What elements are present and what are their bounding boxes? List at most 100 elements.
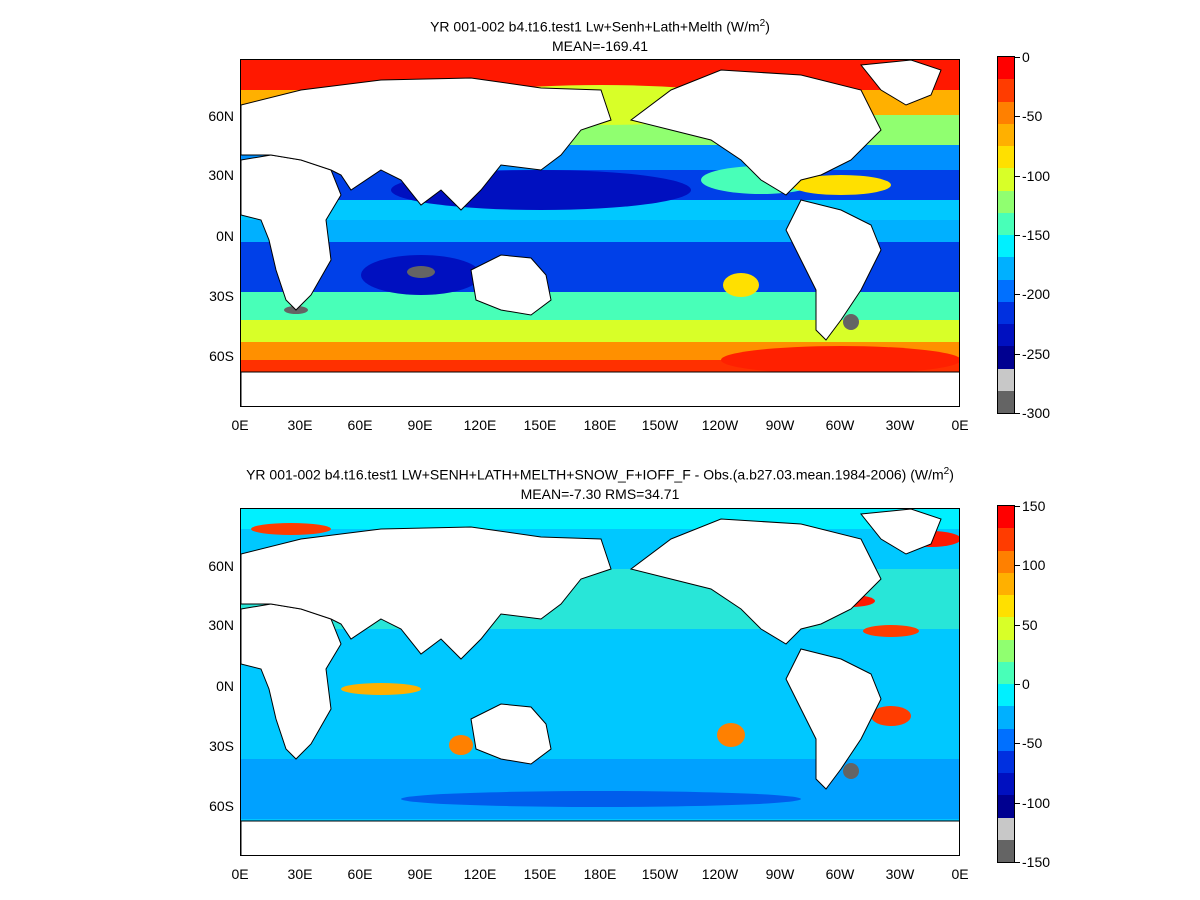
top-colorbar-segment	[998, 101, 1014, 124]
top-colorbar-segment	[998, 190, 1014, 213]
top-title-line2: MEAN=-169.41	[551, 38, 649, 54]
bottom-colorbar-tick	[1015, 743, 1020, 745]
bottom-colorbar-segment	[998, 528, 1014, 551]
bottom-lat-30s: 30S	[209, 738, 234, 754]
top-colorbar-segment	[998, 146, 1014, 169]
top-lon-90e: 90E	[407, 417, 433, 433]
bottom-colorbar-segment	[998, 706, 1014, 729]
top-colorbar-segment	[998, 257, 1014, 280]
top-colorbar-tick	[1015, 235, 1020, 236]
top-lat-0n: 0N	[216, 228, 234, 244]
bottom-lon-180e: 180E	[583, 866, 617, 882]
top-lat-60n: 60N	[208, 108, 234, 124]
bottom-lat-0n: 0N	[216, 678, 234, 694]
bottom-colorbar-tick	[1015, 624, 1020, 626]
top-title-line1: YR 001-002 b4.t16.test1 Lw+Senh+Lath+Mel…	[0, 18, 1200, 35]
top-colorbar-segment	[998, 346, 1014, 369]
top-colorbar-segment	[998, 57, 1014, 80]
top-colorbar-label: -200	[1022, 286, 1051, 303]
top-lon-120w: 120W	[701, 417, 739, 433]
top-colorbar-label: -100	[1022, 167, 1051, 184]
bottom-lon-120w: 120W	[701, 866, 739, 882]
bottom-lon-150w: 150W	[641, 866, 679, 882]
top-colorbar-tick	[1015, 294, 1020, 296]
top-colorbar-segment	[998, 301, 1014, 324]
bottom-colorbar-segment	[998, 595, 1014, 618]
bottom-map-svg	[241, 509, 959, 855]
bottom-colorbar-label: 0	[1022, 676, 1030, 692]
bottom-colorbar-tick	[1015, 565, 1020, 567]
bottom-lon-0e-end: 0E	[951, 866, 969, 882]
top-colorbar-tick	[1015, 116, 1020, 118]
bottom-colorbar-tick	[1015, 506, 1020, 507]
bottom-colorbar-label: 100	[1022, 557, 1046, 574]
bottom-lon-60e: 60E	[347, 866, 373, 882]
bottom-lon-30w: 30W	[885, 866, 915, 882]
bottom-colorbar-segment	[998, 639, 1014, 662]
top-lon-60e: 60E	[347, 417, 373, 433]
top-colorbar-segment	[998, 168, 1014, 191]
top-colorbar-segment	[998, 279, 1014, 302]
bottom-colorbar-tick	[1015, 802, 1020, 804]
top-lat-30n: 30N	[208, 167, 234, 183]
bottom-title-line2: MEAN=-7.30 RMS=34.71	[520, 486, 680, 502]
bottom-colorbar-label: 50	[1022, 616, 1038, 633]
bottom-colorbar-segment	[998, 506, 1014, 529]
top-colorbar-label: -250	[1022, 345, 1051, 362]
top-title-sup: 2	[759, 18, 766, 29]
top-colorbar-label: -300	[1022, 405, 1051, 421]
bottom-title-end: )	[949, 466, 954, 483]
top-colorbar-tick	[1015, 175, 1020, 177]
bottom-colorbar-segment	[998, 550, 1014, 573]
bottom-lat-30n: 30N	[208, 617, 234, 633]
top-lon-120e: 120E	[463, 417, 497, 433]
top-lon-90w: 90W	[765, 417, 795, 433]
top-lon-30e: 30E	[287, 417, 313, 433]
top-lat-30s: 30S	[209, 288, 234, 304]
bottom-lon-90e: 90E	[407, 866, 433, 882]
top-lon-180e: 180E	[583, 417, 617, 433]
bottom-lon-0e: 0E	[231, 866, 249, 882]
bottom-lon-60w: 60W	[825, 866, 855, 882]
top-colorbar-label: -150	[1022, 227, 1051, 243]
bottom-lat-60s: 60S	[209, 798, 234, 814]
bottom-map	[240, 508, 960, 856]
top-lon-0e: 0E	[231, 417, 249, 433]
top-colorbar-label: -50	[1022, 108, 1043, 125]
top-colorbar-tick	[1015, 413, 1020, 414]
bottom-colorbar-tick	[1015, 862, 1020, 863]
top-colorbar-segment	[998, 123, 1014, 146]
bottom-colorbar-label: -150	[1022, 854, 1051, 870]
top-lon-150e: 150E	[523, 417, 557, 433]
top-colorbar-segment	[998, 368, 1014, 391]
top-colorbar-segment	[998, 212, 1014, 235]
bottom-colorbar	[997, 505, 1015, 863]
bottom-colorbar-label: -50	[1022, 735, 1043, 752]
top-colorbar-segment	[998, 324, 1014, 347]
bottom-colorbar-segment	[998, 750, 1014, 773]
bottom-colorbar-segment	[998, 795, 1014, 818]
bottom-colorbar-segment	[998, 684, 1014, 707]
bottom-colorbar-segment	[998, 617, 1014, 640]
bottom-lon-150e: 150E	[523, 866, 557, 882]
bottom-title-sup: 2	[943, 466, 950, 477]
top-colorbar-label: 0	[1022, 49, 1030, 65]
top-map	[240, 59, 960, 407]
top-colorbar-segment	[998, 390, 1014, 413]
bottom-colorbar-segment	[998, 773, 1014, 796]
top-lon-30w: 30W	[885, 417, 915, 433]
bottom-colorbar-segment	[998, 572, 1014, 595]
top-map-svg	[241, 60, 959, 406]
top-title-end: )	[765, 18, 770, 35]
bottom-colorbar-label: 150	[1022, 498, 1046, 514]
bottom-colorbar-segment	[998, 661, 1014, 684]
top-colorbar	[997, 56, 1015, 414]
top-title-text: YR 001-002 b4.t16.test1 Lw+Senh+Lath+Mel…	[430, 18, 760, 35]
bottom-title-line1: YR 001-002 b4.t16.test1 LW+SENH+LATH+MEL…	[0, 466, 1200, 483]
bottom-lon-30e: 30E	[287, 866, 313, 882]
top-lon-60w: 60W	[825, 417, 855, 433]
bottom-colorbar-segment	[998, 817, 1014, 840]
top-colorbar-tick	[1015, 353, 1020, 355]
bottom-colorbar-segment	[998, 728, 1014, 751]
bottom-lon-120e: 120E	[463, 866, 497, 882]
